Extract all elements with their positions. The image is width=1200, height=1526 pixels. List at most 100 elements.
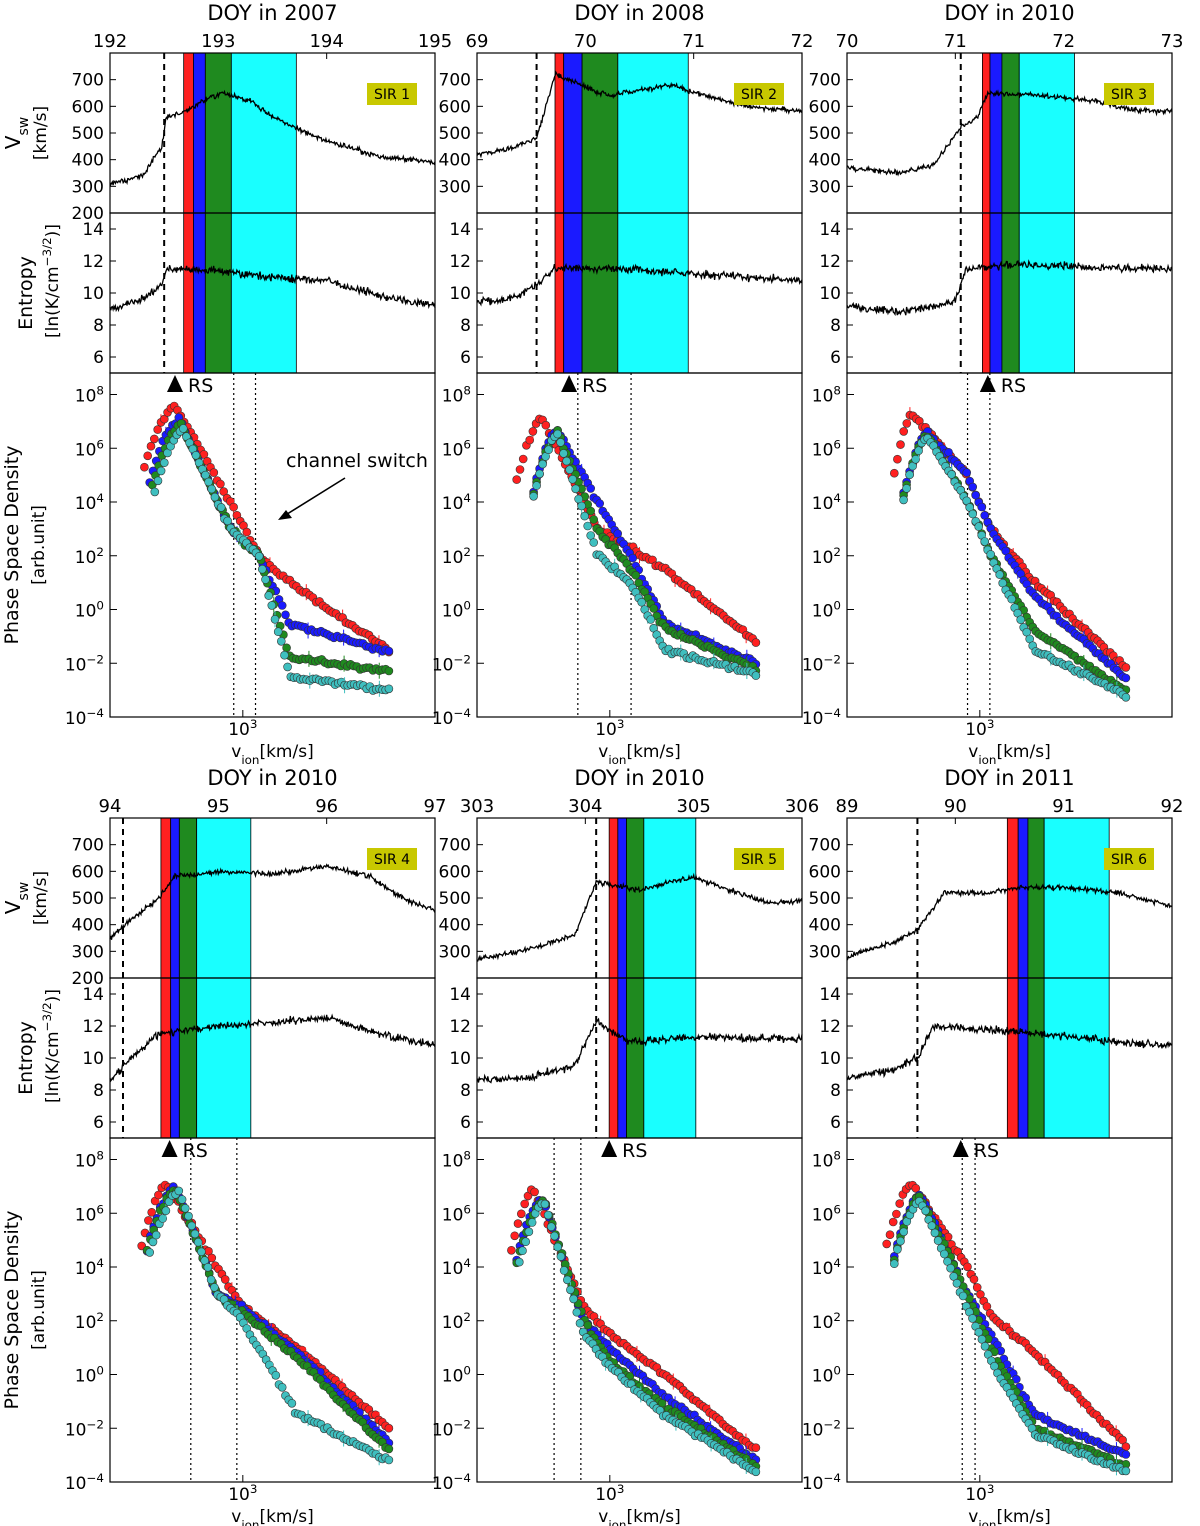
psd-frame <box>846 1137 1173 1483</box>
vsw-axis-label: Vsw <box>1 117 32 149</box>
psd-point-cyan <box>174 1186 184 1196</box>
panel-title-part: DOY in 2010 <box>207 766 337 790</box>
vsw-tick-label: 700 <box>72 836 104 856</box>
entropy-series-line <box>846 259 1173 317</box>
entropy-tick-label-part: 12 <box>819 1017 841 1037</box>
entropy-tick-label-part: 10 <box>819 1049 841 1069</box>
psd-point-blue <box>613 529 623 538</box>
psd-point-green <box>631 570 641 580</box>
psd-tick-label: 102 <box>75 1310 104 1333</box>
psd-tick-label-part: 10 <box>75 387 97 407</box>
vsw-axis-label-part: V <box>1 135 25 149</box>
rs-label: RS <box>582 375 607 397</box>
vion-tick-label: 103 <box>595 717 624 740</box>
psd-point-cyan <box>150 487 160 497</box>
entropy-tick-label: 8 <box>460 316 471 336</box>
psd-point-cyan <box>914 446 923 456</box>
sir-badge-label: SIR 1 <box>374 87 410 103</box>
vion-tick-label: 103 <box>965 717 994 740</box>
entropy-tick-label: 8 <box>830 1081 841 1101</box>
psd-point-cyan <box>947 470 956 479</box>
psd-tick-label: 104 <box>812 491 841 514</box>
psd-point-cyan <box>145 1248 154 1257</box>
vion-axis-label-part: ion <box>978 1518 996 1526</box>
doy-tick-label: 94 <box>99 796 122 817</box>
psd-tick-label-part: 10 <box>75 440 97 460</box>
psd-point-cyan <box>177 1195 187 1204</box>
psd-point-cyan <box>532 481 541 490</box>
psd-tick-label: 10−2 <box>432 652 471 675</box>
psd-tick-label-part: 8 <box>96 384 104 398</box>
doy-tick-label: 195 <box>418 31 452 52</box>
psd-point-cyan <box>216 503 226 512</box>
vsw-tick-label: 300 <box>72 177 104 197</box>
doy-tick-label: 304 <box>568 796 602 817</box>
entropy-tick-label-part: 12 <box>82 252 104 272</box>
psd-point-cyan <box>986 550 996 559</box>
psd-tick-label: 104 <box>75 1256 104 1279</box>
sir-badge <box>367 848 417 870</box>
vsw-axis-label-part: V <box>1 900 25 914</box>
entropy-tick-label-part: 6 <box>460 1113 471 1133</box>
psd-tick-label: 102 <box>812 545 841 568</box>
psd-point-cyan <box>1121 1466 1131 1476</box>
doy-tick-label: 96 <box>315 796 338 817</box>
vsw-tick-label: 400 <box>72 151 104 171</box>
entropy-series-line <box>109 1013 436 1083</box>
psd-frame <box>109 1137 436 1483</box>
vsw-tick-label: 600 <box>809 862 841 882</box>
psd-axis-label: Phase Space Density <box>1 1211 23 1410</box>
entropy-tick-label-part: 8 <box>830 1081 841 1101</box>
vsw-tick-label-part: 500 <box>439 124 471 144</box>
doy-tick-label-part: 70 <box>836 31 859 52</box>
psd-point-red <box>144 1216 153 1225</box>
psd-point-cyan <box>902 484 911 493</box>
vsw-tick-label: 300 <box>439 177 471 197</box>
psd-tick-label: 106 <box>812 1202 841 1225</box>
vion-axis-label: vion[km/s] <box>968 742 1050 767</box>
vsw-tick-label-part: 300 <box>439 942 471 962</box>
psd-tick-label: 10−2 <box>65 1417 104 1440</box>
rs-label-part: RS <box>622 1140 647 1162</box>
psd-point-cyan <box>968 1314 977 1323</box>
psd-point-cyan <box>161 1206 171 1215</box>
psd-point-cyan <box>899 1227 909 1237</box>
psd-point-blue <box>1121 673 1131 683</box>
entropy-tick-label-part: 10 <box>449 1049 471 1069</box>
vion-axis-label-part: ion <box>241 1518 259 1526</box>
psd-tick-label-part: 10 <box>442 1367 464 1387</box>
psd-tick-label-part: 4 <box>96 1256 104 1270</box>
psd-point-red <box>911 1184 921 1193</box>
entropy-tick-label: 8 <box>93 316 104 336</box>
psd-tick-label-part: 10 <box>75 1367 97 1387</box>
vion-axis-label: vion[km/s] <box>598 1507 680 1526</box>
panel-2: DOY in 2008 69 70 71 72 SIR 2 700 600 500 400 300 1… <box>432 1 814 767</box>
doy-tick-label-part: 96 <box>315 796 338 817</box>
entropy-tick-label-part: 14 <box>819 985 841 1005</box>
psd-point-cyan <box>193 1237 203 1247</box>
psd-point-blue <box>1121 1450 1131 1459</box>
sir-badge-label: SIR 4 <box>374 852 410 868</box>
channel-switch-annotation: channel switch <box>286 450 428 472</box>
psd-point-cyan <box>276 636 286 646</box>
psd-tick-label-part: 10 <box>65 1474 87 1494</box>
doy-tick-label-part: 306 <box>785 796 819 817</box>
psd-tick-label-part: 10 <box>812 548 834 568</box>
psd-point-cyan <box>550 1231 559 1241</box>
entropy-tick-label-part: 6 <box>93 348 104 368</box>
psd-point-green <box>586 506 596 516</box>
psd-point-red <box>229 502 238 512</box>
entropy-tick-label: 8 <box>460 1081 471 1101</box>
psd-point-red <box>896 440 905 449</box>
psd-point-red <box>512 475 522 484</box>
psd-point-red <box>1121 663 1131 672</box>
psd-tick-label: 102 <box>75 545 104 568</box>
psd-point-cyan <box>751 1467 761 1477</box>
psd-point-cyan <box>751 671 761 680</box>
psd-unit-label-part: [arb.unit] <box>29 505 49 585</box>
entropy-tick-label-part: 8 <box>93 1081 104 1101</box>
vsw-axis-label-part: sw <box>16 117 32 136</box>
psd-tick-label-part: −2 <box>453 652 471 666</box>
psd-point-red <box>515 465 525 474</box>
panel-title: DOY in 2007 <box>207 1 337 25</box>
